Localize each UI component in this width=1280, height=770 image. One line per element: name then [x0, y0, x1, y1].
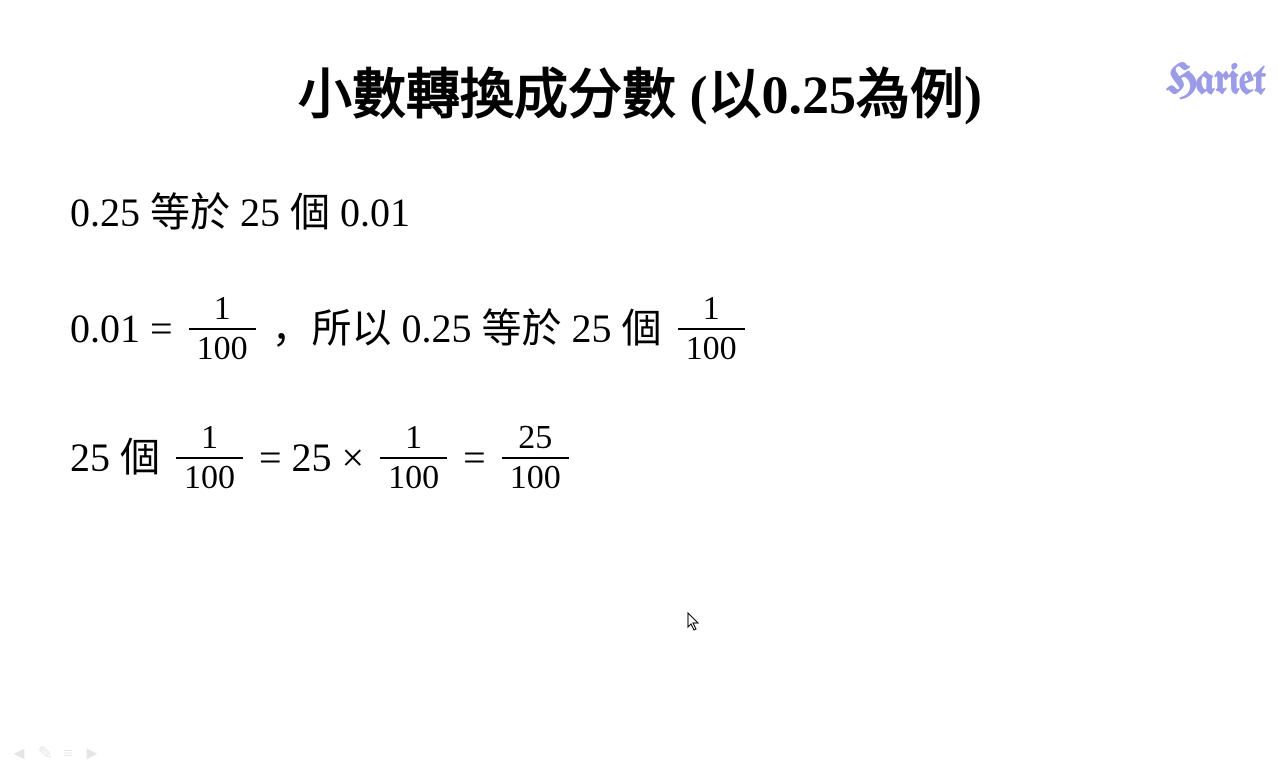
next-slide-icon[interactable]: ► — [83, 743, 101, 764]
line1-text: 0.25 等於 25 個 0.01 — [70, 189, 410, 237]
frac-num: 1 — [193, 421, 226, 457]
frac-num: 1 — [397, 421, 430, 457]
fraction-1-100-a: 1 100 — [189, 292, 256, 366]
line3-part2: = 25 × — [249, 434, 374, 482]
frac-num: 1 — [206, 292, 239, 328]
line3-part1: 25 個 — [70, 434, 170, 482]
fraction-1-100-d: 1 100 — [380, 421, 447, 495]
frac-num: 25 — [510, 421, 560, 457]
menu-icon[interactable]: ≡ — [63, 743, 73, 764]
prev-slide-icon[interactable]: ◄ — [10, 743, 28, 764]
line2-part1: 0.01 = — [70, 305, 183, 353]
line-1: 0.25 等於 25 個 0.01 — [70, 189, 1280, 237]
fraction-1-100-c: 1 100 — [176, 421, 243, 495]
fraction-25-100: 25 100 — [502, 421, 569, 495]
frac-den: 100 — [176, 457, 243, 495]
content-area: 0.25 等於 25 個 0.01 0.01 = 1 100 ，所以 0.25 … — [70, 189, 1280, 495]
line-2: 0.01 = 1 100 ，所以 0.25 等於 25 個 1 100 — [70, 292, 1280, 366]
line-3: 25 個 1 100 = 25 × 1 100 = 25 100 — [70, 421, 1280, 495]
line3-part3: = — [453, 434, 496, 482]
frac-den: 100 — [380, 457, 447, 495]
pen-tool-icon[interactable]: ✎ — [38, 743, 53, 764]
fraction-1-100-b: 1 100 — [678, 292, 745, 366]
watermark-logo: Hariet — [1166, 60, 1265, 104]
slide-nav-controls: ◄ ✎ ≡ ► — [10, 743, 101, 764]
frac-den: 100 — [502, 457, 569, 495]
frac-num: 1 — [695, 292, 728, 328]
line2-part2: ，所以 0.25 等於 25 個 — [262, 305, 672, 353]
page-title: 小數轉換成分數 (以0.25為例) — [0, 50, 1280, 129]
frac-den: 100 — [678, 328, 745, 366]
frac-den: 100 — [189, 328, 256, 366]
mouse-cursor-icon — [687, 612, 703, 638]
